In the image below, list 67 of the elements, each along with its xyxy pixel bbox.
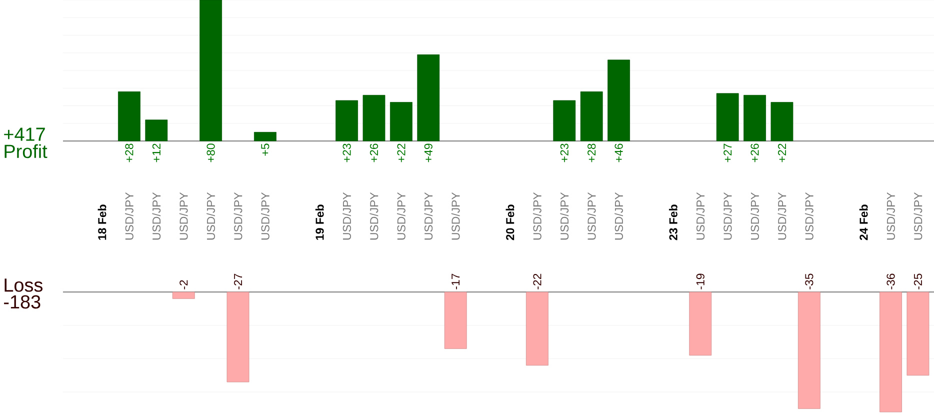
bar <box>254 132 276 142</box>
x-tick-label: USD/JPY <box>750 192 759 240</box>
x-tick-label: 23 Feb <box>668 204 678 240</box>
bar <box>145 120 168 142</box>
data-label: -27 <box>234 274 242 290</box>
x-tick-label: 20 Feb <box>506 204 514 240</box>
data-label: +46 <box>614 144 623 162</box>
data-label: +23 <box>560 144 568 162</box>
bar <box>580 91 603 142</box>
data-label: +27 <box>724 144 732 162</box>
data-label: +22 <box>778 144 786 162</box>
x-tick-label: USD/JPY <box>260 192 270 240</box>
text: +417 <box>4 128 45 141</box>
x-tick-label: USD/JPY <box>696 192 705 240</box>
bar <box>608 60 630 142</box>
bar <box>200 0 222 142</box>
x-tick-label: USD/JPY <box>234 192 242 240</box>
x-tick-label: USD/JPY <box>179 192 188 240</box>
data-label: +22 <box>397 144 406 162</box>
data-label: +28 <box>588 144 596 162</box>
x-tick-label: USD/JPY <box>723 192 732 240</box>
x-tick-label: USD/JPY <box>424 192 433 240</box>
x-tick-label: 24 Feb <box>859 204 868 240</box>
bar <box>118 91 140 142</box>
data-label: -25 <box>914 274 922 290</box>
x-tick-label: USD/JPY <box>587 192 596 240</box>
x-tick-label: USD/JPY <box>804 192 814 240</box>
y-axis-title: Profit <box>4 144 48 158</box>
data-label: +28 <box>125 144 134 162</box>
y-axis-title: Loss <box>4 278 42 292</box>
data-label: -17 <box>452 274 460 290</box>
x-tick-label: USD/JPY <box>125 192 134 240</box>
x-tick-label: 19 Feb <box>315 204 324 240</box>
bar <box>770 102 794 142</box>
data-label: +23 <box>342 144 351 162</box>
data-label: +26 <box>750 144 759 162</box>
x-tick-label: USD/JPY <box>152 192 161 240</box>
x-tick-label: USD/JPY <box>206 192 215 240</box>
x-tick-label: USD/JPY <box>451 192 460 240</box>
x-tick-label: USD/JPY <box>778 192 786 240</box>
x-tick-label: USD/JPY <box>396 192 406 240</box>
x-tick-label: USD/JPY <box>614 192 623 240</box>
bar <box>744 94 766 142</box>
bar <box>336 100 358 142</box>
bar <box>417 54 440 142</box>
x-tick-label: USD/JPY <box>886 192 895 240</box>
data-label: +49 <box>424 144 432 162</box>
bar <box>553 100 576 142</box>
bar <box>362 94 386 142</box>
data-label: -35 <box>805 274 814 290</box>
data-label: -36 <box>886 274 895 290</box>
x-tick-label: USD/JPY <box>370 192 378 240</box>
x-tick-label: USD/JPY <box>532 192 542 240</box>
bar <box>390 102 412 142</box>
data-label: -2 <box>180 280 188 290</box>
x-tick-label: USD/JPY <box>342 192 351 240</box>
data-label: -19 <box>696 274 704 290</box>
data-label: +5 <box>261 144 270 156</box>
data-label: +26 <box>370 144 378 162</box>
x-tick-label: USD/JPY <box>914 192 922 240</box>
bar <box>716 93 739 142</box>
text: -183 <box>4 295 40 309</box>
data-label: -22 <box>533 274 542 290</box>
x-tick-label: USD/JPY <box>560 192 569 240</box>
data-label: +12 <box>152 144 160 162</box>
data-label: +80 <box>206 144 215 162</box>
x-tick-label: 18 Feb <box>98 204 106 240</box>
